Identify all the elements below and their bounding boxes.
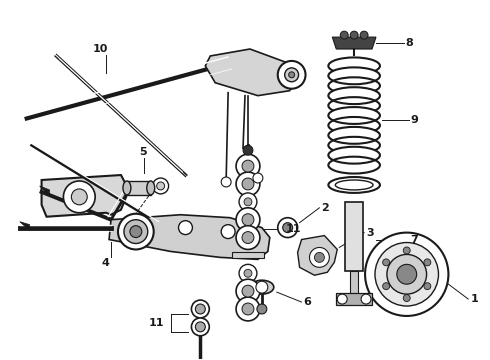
Circle shape [221,177,231,187]
Text: 8: 8 [406,38,414,48]
Circle shape [242,231,254,243]
Circle shape [118,214,154,249]
Circle shape [257,304,267,314]
Circle shape [424,283,431,290]
Circle shape [236,226,260,249]
Bar [336,293,372,305]
Circle shape [350,31,358,39]
Circle shape [340,31,348,39]
Ellipse shape [123,181,131,195]
Circle shape [310,247,329,267]
Circle shape [387,255,427,294]
Circle shape [244,198,252,206]
Circle shape [236,297,260,321]
Circle shape [236,208,260,231]
Circle shape [239,193,257,211]
Polygon shape [20,222,30,231]
Polygon shape [40,186,49,196]
Circle shape [124,220,148,243]
Circle shape [192,300,209,318]
Circle shape [424,259,431,266]
Circle shape [375,243,439,306]
Circle shape [157,182,165,190]
Circle shape [72,189,87,205]
Ellipse shape [328,127,380,144]
Circle shape [256,281,268,293]
Polygon shape [109,215,270,260]
Circle shape [383,283,390,290]
Circle shape [236,154,260,178]
Circle shape [239,264,257,282]
Text: 7: 7 [411,234,418,244]
Circle shape [236,279,260,303]
Bar [345,202,363,271]
Circle shape [243,145,253,155]
Circle shape [221,225,235,239]
Circle shape [315,252,324,262]
Polygon shape [332,37,376,49]
Polygon shape [205,49,297,96]
Circle shape [242,285,254,297]
Text: 1: 1 [470,294,478,304]
Bar [232,252,264,258]
Circle shape [365,233,448,316]
Ellipse shape [147,181,155,195]
Ellipse shape [328,177,380,193]
Circle shape [244,269,252,277]
Circle shape [242,160,254,172]
Circle shape [337,294,347,304]
Circle shape [253,173,263,183]
Ellipse shape [250,280,274,294]
Text: 6: 6 [303,297,312,307]
Text: 9: 9 [411,116,418,126]
Circle shape [196,322,205,332]
Circle shape [196,304,205,314]
Text: 11: 11 [149,318,164,328]
Circle shape [397,264,416,284]
Circle shape [130,226,142,238]
Circle shape [285,68,298,82]
Circle shape [283,223,293,233]
Circle shape [153,178,169,194]
Circle shape [245,145,251,151]
Text: 5: 5 [139,147,147,157]
Ellipse shape [328,107,380,124]
Circle shape [192,318,209,336]
Circle shape [361,294,371,304]
Text: 11: 11 [286,224,301,234]
Polygon shape [42,175,129,217]
Ellipse shape [328,147,380,164]
Circle shape [178,221,193,235]
Polygon shape [127,181,151,195]
Circle shape [242,178,254,190]
Polygon shape [297,235,337,275]
Text: 4: 4 [101,258,109,268]
Circle shape [360,31,368,39]
Circle shape [63,181,95,213]
Circle shape [289,72,294,78]
Circle shape [383,259,390,266]
Circle shape [278,218,297,238]
Circle shape [242,303,254,315]
Circle shape [278,61,306,89]
Ellipse shape [328,67,380,84]
Circle shape [242,214,254,226]
Bar [350,271,358,299]
Circle shape [236,172,260,196]
Text: 2: 2 [321,203,329,213]
Text: 3: 3 [366,228,374,238]
Text: 10: 10 [93,44,109,54]
Circle shape [403,247,410,254]
Circle shape [403,294,410,302]
Ellipse shape [328,87,380,104]
Ellipse shape [335,180,373,190]
